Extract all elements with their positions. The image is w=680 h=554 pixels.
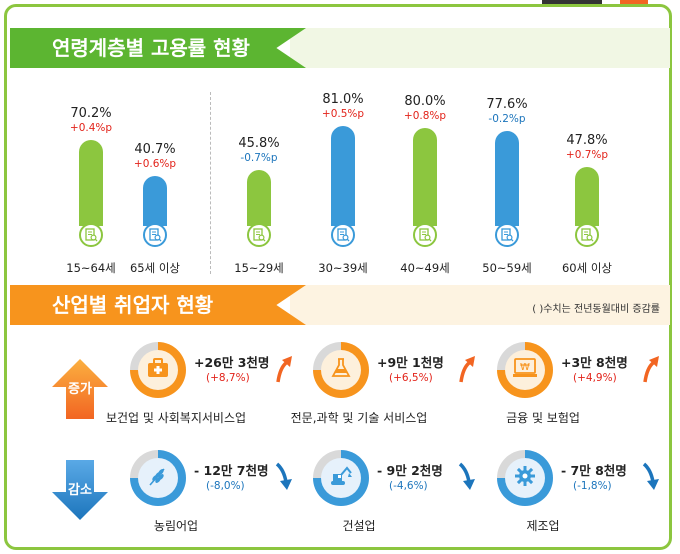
bar-value-label: 81.0% xyxy=(322,92,364,108)
bar-value-label: 40.7% xyxy=(134,141,176,157)
indicator-ring xyxy=(497,450,553,506)
bar-6 xyxy=(575,167,599,226)
x-tick-label: 50~59세 xyxy=(482,261,532,275)
bar-5 xyxy=(495,130,519,226)
industry-name: 농림어업 xyxy=(153,519,199,533)
indicator-ring xyxy=(313,342,369,398)
section1-band xyxy=(290,28,670,68)
bar-change-label: +0.8%p xyxy=(403,109,447,122)
bar-change-label: +0.4%p xyxy=(69,121,113,134)
excavator-icon xyxy=(329,465,353,491)
document-search-icon xyxy=(79,223,103,247)
industry-value: - 9만 2천명 xyxy=(377,463,443,478)
industry-value: +3만 8천명 xyxy=(561,355,628,370)
bar-value-label: 80.0% xyxy=(404,93,446,109)
x-tick-label: 15~29세 xyxy=(234,261,284,275)
decrease-arrow: 감소 xyxy=(50,458,110,522)
industry-name: 건설업 xyxy=(342,519,376,533)
document-search-icon xyxy=(247,223,271,247)
trend-down-arrow-icon xyxy=(457,462,477,496)
industry-value: - 12만 7천명 xyxy=(194,463,269,478)
document-search-icon xyxy=(331,223,355,247)
document-search-icon xyxy=(495,223,519,247)
bar-2 xyxy=(247,169,271,226)
industry-rate: (+4,9%) xyxy=(573,372,617,384)
section2-note: ( )수치는 전년동월대비 증감률 xyxy=(532,304,660,315)
down-arrow-icon xyxy=(52,460,108,520)
trend-up-arrow-icon xyxy=(641,354,661,388)
top-accent-orange xyxy=(620,0,648,4)
section2-title: 산업별 취업자 현황 xyxy=(10,285,306,325)
industry-value: - 7만 8천명 xyxy=(561,463,627,478)
x-tick-label: 65세 이상 xyxy=(129,261,181,275)
industry-name: 금융 및 보험업 xyxy=(506,411,580,425)
increase-arrow: 증가 xyxy=(50,357,110,421)
frame-border xyxy=(4,4,672,550)
document-search-icon xyxy=(413,223,437,247)
increase-label: 증가 xyxy=(68,382,92,397)
top-accent-dark xyxy=(542,0,602,4)
svg-text:₩: ₩ xyxy=(520,362,530,373)
first-aid-kit-icon xyxy=(147,358,169,382)
up-arrow-icon xyxy=(52,359,108,419)
industry-rate: (-8,0%) xyxy=(206,480,245,492)
industry-rate: (+8,7%) xyxy=(206,372,250,384)
bar-change-label: +0.5%p xyxy=(321,108,365,121)
bar-value-label: 77.6% xyxy=(486,96,528,112)
industry-rate: (+6,5%) xyxy=(389,372,433,384)
x-tick-label: 15~64세 xyxy=(66,261,116,275)
bar-4 xyxy=(413,127,437,226)
document-search-icon xyxy=(575,223,599,247)
indicator-ring xyxy=(313,450,369,506)
bar-value-label: 70.2% xyxy=(70,105,112,121)
industry-value: +26만 3천명 xyxy=(194,355,270,370)
bar-change-label: -0.7%p xyxy=(240,151,278,164)
bar-3 xyxy=(331,126,355,226)
industry-name: 보건업 및 사회복지서비스업 xyxy=(105,411,247,425)
trend-up-arrow-icon xyxy=(457,354,477,388)
x-tick-label: 40~49세 xyxy=(400,261,450,275)
industry-name: 전문,과학 및 기술 서비스업 xyxy=(290,411,428,425)
indicator-ring xyxy=(130,342,186,398)
industry-rate: (-4,6%) xyxy=(389,480,428,492)
decrease-label: 감소 xyxy=(68,483,92,498)
industry-name: 제조업 xyxy=(526,519,560,533)
bar-1 xyxy=(143,175,167,226)
bar-value-label: 45.8% xyxy=(238,135,280,151)
bar-0 xyxy=(79,139,103,226)
lab-flask-icon xyxy=(330,357,352,383)
industry-value: +9만 1천명 xyxy=(377,355,444,370)
x-tick-label: 60세 이상 xyxy=(561,261,613,275)
document-search-icon xyxy=(143,223,167,247)
trend-down-arrow-icon xyxy=(274,462,294,496)
bar-change-label: -0.2%p xyxy=(488,112,526,125)
section2-band xyxy=(290,285,670,325)
gear-icon xyxy=(514,465,536,491)
section1-title: 연령계층별 고용률 현황 xyxy=(10,28,306,68)
indicator-ring xyxy=(130,450,186,506)
trend-up-arrow-icon xyxy=(274,354,294,388)
trend-down-arrow-icon xyxy=(641,462,661,496)
industry-rate: (-1,8%) xyxy=(573,480,612,492)
wheat-icon xyxy=(147,465,169,491)
bar-value-label: 47.8% xyxy=(566,133,608,149)
chart-divider xyxy=(210,92,211,274)
indicator-ring: ₩ xyxy=(497,342,553,398)
x-tick-label: 30~39세 xyxy=(318,261,368,275)
won-monitor-icon: ₩ xyxy=(513,358,537,382)
bar-change-label: +0.6%p xyxy=(133,157,177,170)
bar-change-label: +0.7%p xyxy=(565,149,609,162)
